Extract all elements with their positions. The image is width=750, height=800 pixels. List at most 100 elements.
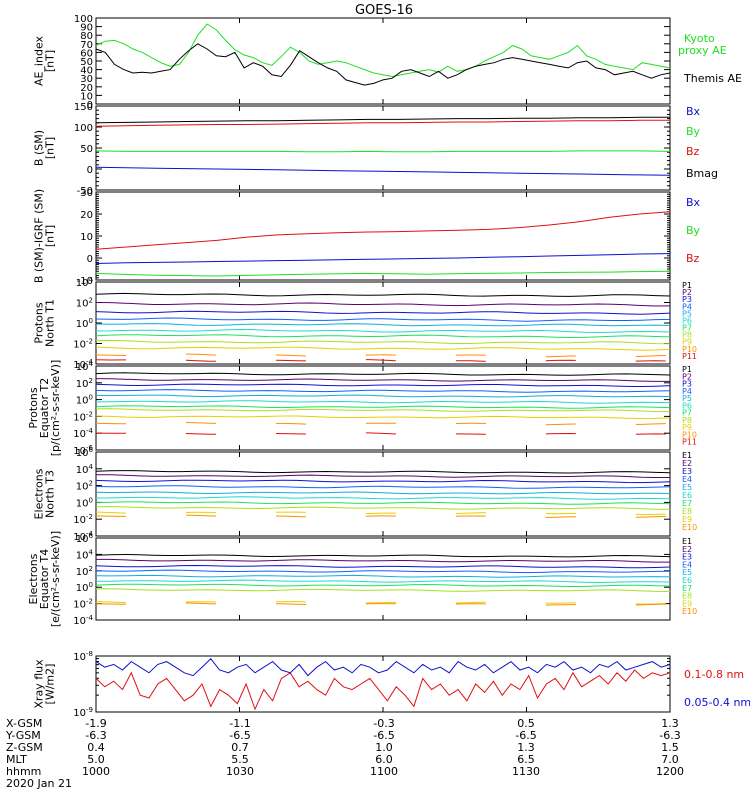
legend-e10: E10 — [682, 607, 697, 616]
col4-hhmm: 1200 — [656, 765, 684, 778]
chart-title: GOES-16 — [355, 3, 413, 18]
col2-z: 1.0 — [375, 741, 393, 754]
legend-p6: P6 — [682, 317, 692, 326]
legend-xray-long: 0.1-0.8 nm — [684, 668, 744, 681]
y-tick-label: 102 — [76, 480, 93, 493]
legend-p8: P8 — [682, 416, 692, 425]
y-tick-label: 104 — [76, 548, 94, 561]
legend-kyoto-line1: Kyoto — [684, 32, 715, 45]
legend-p9: P9 — [682, 338, 692, 347]
y-axis-label-line: [e/(cm²-s-sr-keV)] — [49, 531, 62, 627]
y-axis-label-line: [p/(cm²-s-sr-keV)] — [49, 360, 62, 457]
series-line-b2-1 — [95, 270, 671, 277]
col0-z: 0.4 — [87, 741, 105, 754]
panel-frame-5 — [95, 451, 671, 537]
legend-kyoto-line2: proxy AE — [678, 44, 727, 57]
flux-line-p6 — [95, 400, 671, 404]
y-tick-label: 10 — [80, 91, 93, 102]
legend-e8: E8 — [682, 507, 692, 516]
legend-p10: P10 — [682, 431, 697, 440]
y-tick-label: 150 — [74, 102, 93, 113]
legend-p6: P6 — [682, 401, 692, 410]
row-label-hhmm: hhmm — [6, 765, 41, 778]
legend-p2: P2 — [682, 372, 692, 381]
legend-e6: E6 — [682, 491, 692, 500]
y-axis-label-line: Electrons — [27, 553, 40, 604]
legend-e1: E1 — [682, 451, 692, 460]
y-tick-label: 100 — [74, 14, 93, 25]
flux-line-e5 — [95, 491, 671, 495]
y-tick-label: -50 — [77, 186, 93, 197]
panel-frame-6 — [95, 537, 671, 621]
col1-mlt: 5.5 — [231, 753, 249, 766]
col4-mlt: 7.0 — [661, 753, 679, 766]
col2-y: -6.5 — [373, 729, 394, 742]
flux-line-p4 — [95, 389, 671, 393]
series-line-ae-0 — [95, 23, 671, 78]
y-axis-label-line: Electrons — [33, 468, 46, 519]
y-tick-label: 106 — [76, 532, 94, 545]
flux-line-e9 — [95, 511, 671, 516]
flux-line-p10 — [95, 421, 671, 426]
legend-p5: P5 — [682, 309, 692, 318]
bottom-axis-labels: X-GSM Y-GSM Z-GSM MLT hhmm 2020 Jan 21 -… — [5, 717, 684, 790]
y-axis-label-line: North T3 — [44, 470, 57, 518]
legend-e4: E4 — [682, 475, 692, 484]
flux-line-e1 — [95, 553, 671, 558]
flux-line-e8 — [95, 588, 671, 592]
y-tick-label: 100 — [76, 581, 93, 594]
y-tick-label: 0 — [87, 100, 93, 111]
legend-bx-2: Bx — [686, 196, 701, 209]
legend-e7: E7 — [682, 499, 692, 508]
y-axis-label-2: B (SM)-IGRF (SM)[nT] — [33, 189, 57, 283]
legend-e7: E7 — [682, 584, 692, 593]
y-tick-label: 70 — [80, 40, 93, 51]
y-tick-label: 102 — [76, 297, 93, 310]
flux-line-p7 — [95, 405, 671, 409]
y-axis-label-line: Protons — [27, 387, 40, 428]
legend-e3: E3 — [682, 553, 692, 562]
y-tick-label: 0 — [87, 254, 93, 265]
y-tick-label: 100 — [76, 317, 93, 330]
y-axis-label-line: AE_index — [33, 35, 46, 86]
flux-line-e2 — [96, 558, 670, 563]
col4-z: 1.5 — [661, 741, 679, 754]
legend-by-2: By — [686, 224, 701, 237]
legend-bmag-1: Bmag — [686, 167, 718, 180]
legend-xray-short: 0.05-0.4 nm — [684, 696, 750, 709]
y-tick-label: 30 — [80, 74, 93, 85]
legend-p11: P11 — [682, 352, 697, 361]
flux-line-p7 — [95, 334, 671, 339]
flux-line-p9 — [95, 415, 671, 420]
flux-line-e6 — [95, 496, 671, 500]
col1-x: -1.1 — [229, 717, 250, 730]
y-axis-label-line: [nT] — [44, 50, 57, 72]
col3-hhmm: 1130 — [512, 765, 540, 778]
col0-mlt: 5.0 — [87, 753, 105, 766]
legend-p3: P3 — [682, 380, 692, 389]
y-tick-label: 100 — [76, 496, 93, 509]
legend-p4: P4 — [682, 302, 692, 311]
y-tick-label: 10-2 — [73, 513, 93, 526]
y-tick-label: 10-4 — [73, 614, 93, 627]
y-tick-label: 10 — [80, 232, 93, 243]
legend-p7: P7 — [682, 324, 692, 333]
y-tick-label: 104 — [76, 276, 94, 289]
y-axis-label-line: B (SM) — [33, 130, 46, 166]
legend-p11: P11 — [682, 438, 697, 447]
flux-line-e3 — [95, 479, 671, 484]
flux-line-p11 — [95, 358, 671, 363]
col3-y: -6.5 — [515, 729, 536, 742]
flux-line-p1 — [95, 372, 671, 376]
flux-line-p3 — [95, 310, 671, 315]
flux-line-e10 — [95, 602, 671, 606]
legend-e1: E1 — [682, 537, 692, 546]
legend-e8: E8 — [682, 592, 692, 601]
series-line-b2-0 — [95, 253, 671, 264]
y-axis-label-line: Xray flux — [33, 659, 46, 709]
y-axis-label-7: Xray flux[W/m2] — [33, 659, 57, 709]
series-line-b2-2 — [95, 211, 671, 250]
